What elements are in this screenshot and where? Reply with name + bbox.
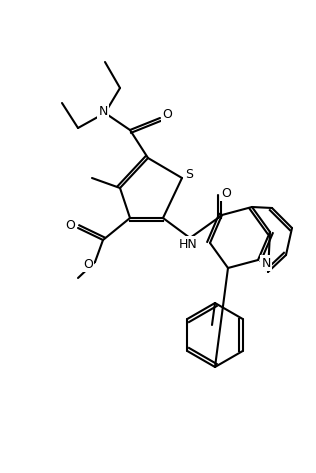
Text: HN: HN — [179, 237, 198, 251]
Text: O: O — [162, 107, 172, 121]
Text: O: O — [221, 186, 231, 200]
Text: S: S — [185, 167, 193, 181]
Text: O: O — [83, 257, 93, 271]
Text: N: N — [98, 105, 108, 117]
Text: N: N — [261, 256, 271, 270]
Text: O: O — [65, 219, 75, 231]
